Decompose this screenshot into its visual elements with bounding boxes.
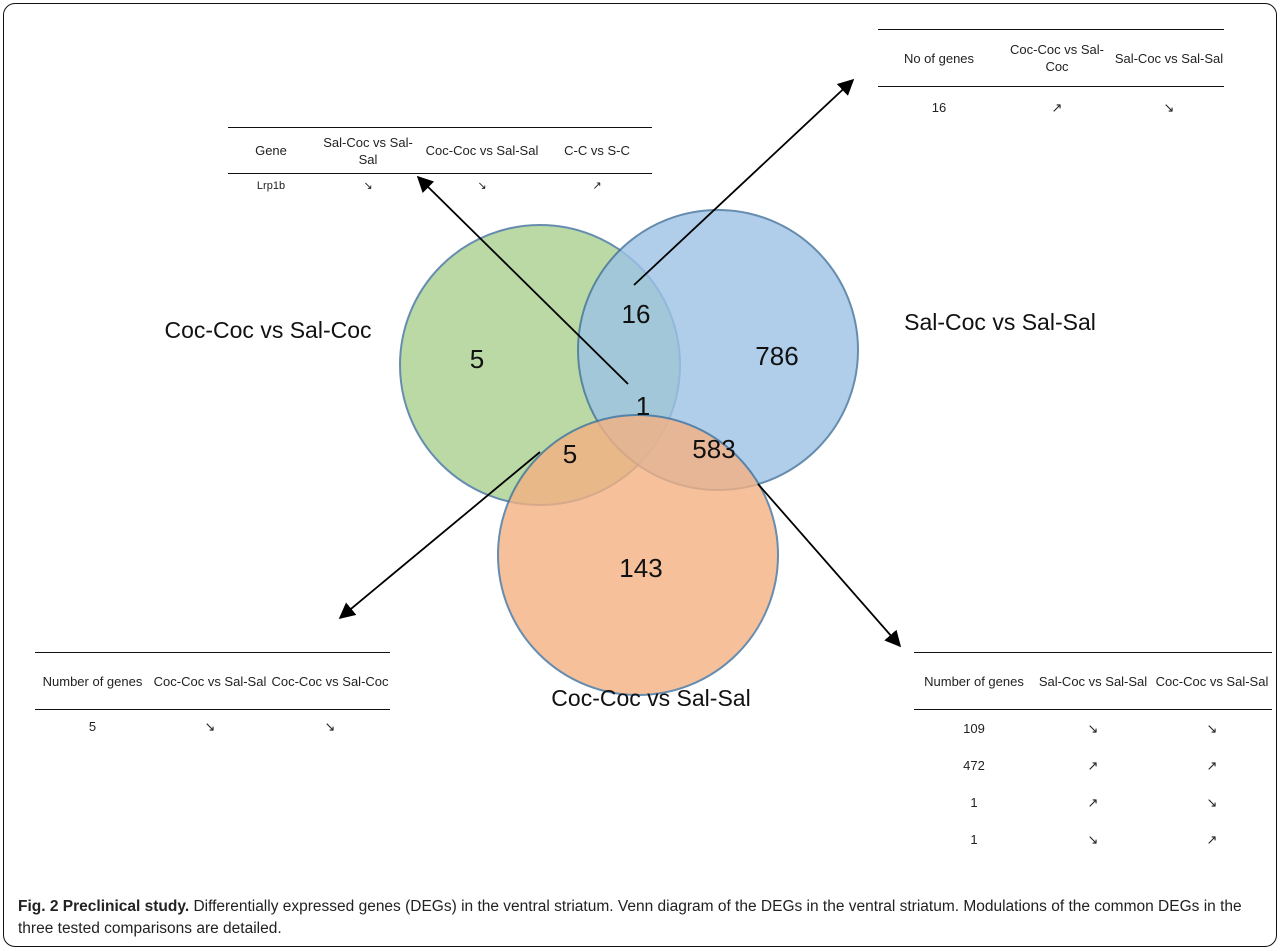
table-cell: ↗ bbox=[1206, 832, 1218, 847]
set-label-coc-coc-vs-sal-sal: Coc-Coc vs Sal-Sal bbox=[551, 685, 750, 711]
header-cell: Sal-Coc vs Sal-Sal bbox=[323, 134, 413, 167]
table-header: Number of genes Coc-Coc vs Sal-Sal Coc-C… bbox=[35, 652, 390, 710]
table-row: 109 ↘ ↘ bbox=[914, 710, 1272, 747]
set-label-coc-coc-vs-sal-coc: Coc-Coc vs Sal-Coc bbox=[164, 317, 371, 343]
set-circle-coc-coc-vs-sal-sal bbox=[497, 414, 779, 696]
table-cell: ↗ bbox=[592, 179, 602, 192]
header-cell: Coc-Coc vs Sal-Sal bbox=[425, 143, 539, 158]
header-cell: Gene bbox=[255, 143, 287, 158]
caption-label: Fig. 2 Preclinical study. bbox=[18, 898, 190, 915]
table-cell: ↘ bbox=[204, 718, 216, 734]
table-row: 1 ↗ ↘ bbox=[914, 784, 1272, 821]
count-blue-only: 786 bbox=[755, 341, 798, 371]
header-cell: Coc-Coc vs Sal-Sal bbox=[153, 673, 267, 689]
table-row: 16 ↗ ↘ bbox=[878, 87, 1224, 127]
arrow-green-blue-to-top-right-table bbox=[633, 78, 855, 286]
count-green-only: 5 bbox=[470, 344, 484, 374]
table-cell: ↘ bbox=[324, 718, 336, 734]
table-cell: ↗ bbox=[1087, 795, 1099, 810]
table-header: Number of genes Sal-Coc vs Sal-Sal Coc-C… bbox=[914, 652, 1272, 710]
table-cell: 109 bbox=[963, 721, 985, 736]
count-all-three: 1 bbox=[636, 391, 650, 421]
table-cell: ↘ bbox=[1206, 721, 1218, 736]
set-label-sal-coc-vs-sal-sal: Sal-Coc vs Sal-Sal bbox=[904, 309, 1096, 335]
header-cell: Coc-Coc vs Sal-Coc bbox=[1010, 42, 1104, 74]
table-row: 5 ↘ ↘ bbox=[35, 710, 390, 742]
table-top-right: No of genes Coc-Coc vs Sal-Coc Sal-Coc v… bbox=[878, 29, 1224, 127]
table-cell: ↘ bbox=[363, 179, 373, 192]
header-cell: Coc-Coc vs Sal-Coc bbox=[271, 673, 389, 689]
table-cell: ↘ bbox=[1087, 721, 1099, 736]
table-header: Gene Sal-Coc vs Sal-Sal Coc-Coc vs Sal-S… bbox=[228, 127, 652, 174]
table-row: 472 ↗ ↗ bbox=[914, 747, 1272, 784]
header-cell: Coc-Coc vs Sal-Sal bbox=[1155, 673, 1269, 689]
table-cell: ↘ bbox=[1206, 795, 1218, 810]
header-cell: No of genes bbox=[903, 50, 975, 66]
figure-frame bbox=[3, 3, 1277, 947]
table-cell: 5 bbox=[88, 718, 97, 734]
table-cell: 1 bbox=[970, 795, 978, 810]
table-row: 1 ↘ ↗ bbox=[914, 821, 1272, 858]
table-cell: Lrp1b bbox=[256, 179, 286, 192]
arrow-all-three-to-top-left-table bbox=[416, 175, 629, 385]
table-header: No of genes Coc-Coc vs Sal-Coc Sal-Coc v… bbox=[878, 29, 1224, 87]
caption-text: Differentially expressed genes (DEGs) in… bbox=[18, 898, 1242, 937]
header-cell: Sal-Coc vs Sal-Sal bbox=[1038, 673, 1148, 689]
header-cell: C-C vs S-C bbox=[564, 143, 630, 158]
count-green-orange: 5 bbox=[563, 439, 577, 469]
arrow-green-orange-to-bottom-left-table bbox=[338, 451, 541, 620]
table-cell: 1 bbox=[970, 832, 978, 847]
count-green-blue: 16 bbox=[622, 299, 651, 329]
count-blue-orange: 583 bbox=[692, 434, 735, 464]
header-cell: Number of genes bbox=[924, 673, 1024, 689]
table-cell: ↘ bbox=[1087, 832, 1099, 847]
table-bottom-right: Number of genes Sal-Coc vs Sal-Sal Coc-C… bbox=[914, 652, 1272, 858]
table-cell: 472 bbox=[963, 758, 985, 773]
table-bottom-left: Number of genes Coc-Coc vs Sal-Sal Coc-C… bbox=[35, 652, 390, 742]
table-cell: ↗ bbox=[1206, 758, 1218, 773]
arrow-blue-orange-to-bottom-right-table bbox=[757, 483, 902, 648]
header-cell: Sal-Coc vs Sal-Sal bbox=[1114, 50, 1224, 66]
figure-caption: Fig. 2 Preclinical study. Differentially… bbox=[18, 896, 1268, 940]
header-cell: Number of genes bbox=[42, 673, 143, 689]
count-orange-only: 143 bbox=[619, 553, 662, 583]
table-top-left: Gene Sal-Coc vs Sal-Sal Coc-Coc vs Sal-S… bbox=[228, 127, 652, 198]
table-cell: 16 bbox=[931, 99, 947, 115]
table-cell: ↘ bbox=[1163, 99, 1175, 115]
table-cell: ↗ bbox=[1087, 758, 1099, 773]
table-cell: ↘ bbox=[477, 179, 487, 192]
table-cell: ↗ bbox=[1051, 99, 1063, 115]
table-row: Lrp1b ↘ ↘ ↗ bbox=[228, 174, 652, 198]
